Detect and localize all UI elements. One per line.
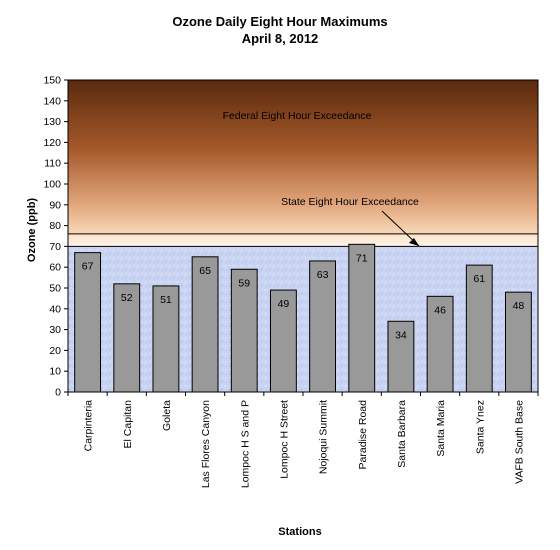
bar-value-label: 48 (513, 300, 525, 312)
y-tick-label: 100 (43, 179, 61, 191)
bar-value-label: 63 (317, 269, 329, 281)
y-tick-label: 60 (49, 262, 61, 274)
y-tick-label: 110 (44, 158, 61, 170)
bar-value-label: 65 (199, 265, 211, 277)
chart-title: Ozone Daily Eight Hour Maximums (172, 14, 388, 29)
y-tick-label: 120 (43, 137, 61, 149)
bar (269, 289, 297, 393)
x-tick-label: Lompoc H Street (278, 400, 290, 479)
bar-value-label: 59 (238, 277, 250, 289)
bar-value-label: 34 (395, 329, 407, 341)
state-annotation-arrowhead (409, 238, 419, 246)
bar-value-label: 51 (160, 294, 172, 306)
y-tick-label: 40 (49, 303, 61, 315)
y-tick-label: 20 (49, 345, 61, 357)
bar-value-label: 67 (82, 261, 94, 273)
bar (504, 291, 532, 393)
bar (348, 243, 376, 393)
bar (191, 256, 219, 393)
x-tick-label: Las Flores Canyon (200, 400, 212, 488)
state-exceedance-band (68, 233, 538, 247)
x-tick-label: Nojoqui Summit (318, 400, 330, 474)
below-threshold-area (68, 246, 538, 392)
federal-exceedance-band (68, 80, 538, 234)
bar (113, 283, 141, 393)
federal-exceedance-label: Federal Eight Hour Exceedance (223, 110, 372, 122)
bar (426, 295, 454, 393)
y-tick-label: 30 (49, 324, 61, 336)
bar-value-label: 49 (278, 298, 290, 310)
x-axis-label: Stations (278, 526, 322, 538)
y-tick-label: 130 (43, 116, 61, 128)
x-tick-label: El Capitan (122, 400, 134, 449)
y-tick-label: 90 (49, 199, 61, 211)
y-tick-label: 50 (49, 283, 61, 295)
state-exceedance-label: State Eight Hour Exceedance (281, 196, 419, 208)
bar (230, 268, 258, 393)
y-tick-label: 150 (43, 75, 61, 87)
x-tick-label: Goleta (161, 400, 173, 431)
x-tick-label: Carpinteria (83, 400, 95, 452)
y-tick-label: 80 (49, 220, 61, 232)
x-tick-label: Paradise Road (357, 400, 369, 470)
bar-value-label: 71 (356, 252, 368, 264)
bar (309, 260, 337, 393)
x-tick-label: Santa Barbara (396, 400, 408, 468)
x-tick-label: Lompoc H S and P (239, 400, 251, 488)
x-tick-label: Santa Ynez (474, 400, 486, 454)
chart-subtitle: April 8, 2012 (241, 31, 319, 46)
y-tick-label: 70 (49, 241, 61, 253)
y-tick-label: 10 (49, 366, 61, 378)
bar-value-label: 46 (434, 304, 446, 316)
bar-value-label: 61 (473, 273, 485, 285)
bar (74, 252, 102, 393)
bar (465, 264, 493, 393)
bar-value-label: 52 (121, 292, 133, 304)
x-tick-label: Santa Maria (435, 400, 447, 457)
y-tick-label: 0 (55, 387, 61, 399)
y-tick-label: 140 (43, 95, 61, 107)
x-tick-label: VAFB South Base (513, 400, 525, 484)
bar (387, 320, 415, 393)
y-axis-label: Ozone (ppb) (26, 197, 38, 263)
bar (152, 285, 180, 393)
